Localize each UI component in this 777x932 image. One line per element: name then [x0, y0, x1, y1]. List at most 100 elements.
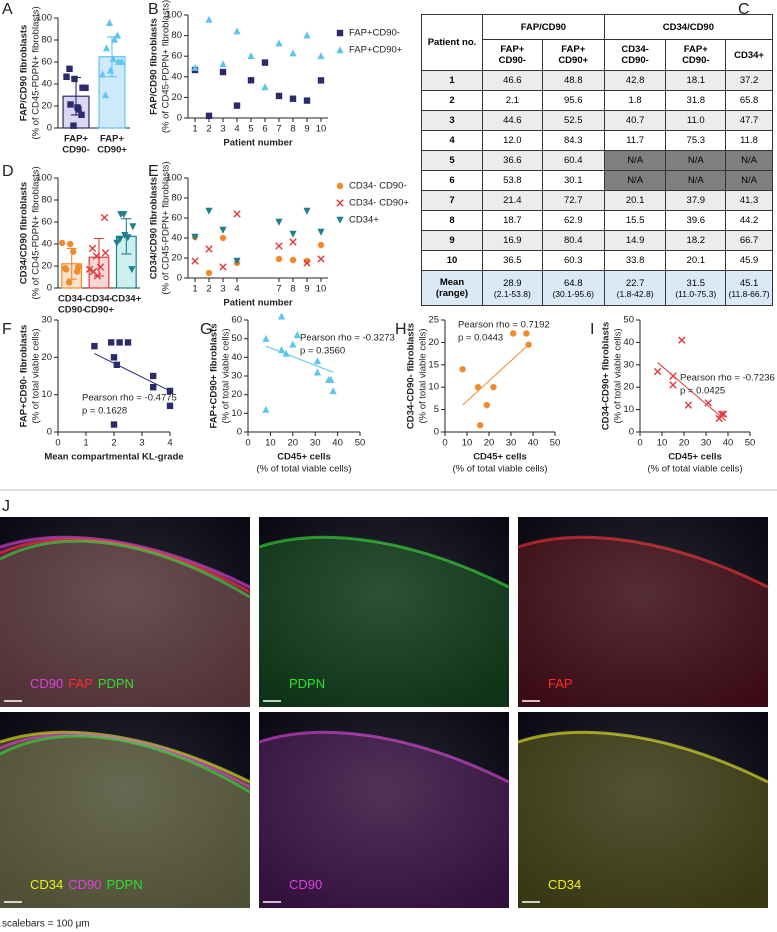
y-axis-label: (% of total viable cells) [221, 328, 232, 423]
glow [518, 712, 768, 908]
table-cell: 60.4 [541, 150, 605, 171]
table-cell: 5 [421, 150, 483, 171]
y-tick-label: 0 [47, 283, 52, 294]
data-point [289, 230, 297, 238]
data-point [219, 68, 227, 76]
table-cell: 2 [421, 90, 483, 111]
regression-line [657, 362, 727, 422]
y-tick-label: 0 [237, 427, 242, 438]
panel-label: G [200, 321, 212, 338]
annotation: p = 0.1628 [82, 406, 127, 417]
table-cell: 46.6 [482, 70, 543, 91]
table-cell: 52.5 [541, 110, 605, 131]
legend-label: CD34- CD90- [349, 181, 407, 192]
table-row: 10 36.5 60.3 33.8 20.1 45.9 [421, 250, 773, 271]
x-tick-label: 0 [55, 438, 60, 449]
data-point [219, 234, 227, 242]
x-tick-label: 3 [139, 438, 144, 449]
table-cell: 37.2 [725, 70, 773, 91]
data-point [289, 340, 297, 348]
data-point [108, 339, 115, 346]
y-tick-label: 0 [47, 427, 52, 438]
table-cell: CD34/CD90 [603, 14, 774, 40]
y-tick-label: 10 [623, 404, 634, 415]
table-cell: 20.1 [603, 190, 667, 211]
data-point [289, 95, 297, 102]
panel-label: F [2, 321, 12, 338]
legend-label: FAP+CD90+ [349, 45, 403, 56]
mean: 64.8 [563, 277, 583, 289]
data-point [669, 381, 677, 389]
data-point [275, 255, 283, 263]
y-tick-label: 60 [41, 217, 52, 228]
table-cell: 64.8 (30.1-95.6) [541, 270, 605, 306]
table-cell: N/A [665, 170, 727, 191]
y-tick-label: 40 [171, 71, 182, 82]
data-point [303, 257, 311, 265]
y-tick-label: 20 [623, 382, 634, 393]
x-axis-label: CD45+ cells [473, 452, 527, 463]
table-row: 8 18.7 62.9 15.5 39.6 44.2 [421, 210, 773, 231]
scalebar-note: scalebars = 100 μm [2, 919, 90, 930]
data-point [89, 267, 98, 276]
y-tick-label: 100 [166, 10, 182, 21]
annotation: p = 0.0443 [458, 333, 503, 344]
table-row: 4 12.0 84.3 11.7 75.3 11.8 [421, 130, 773, 151]
mean-label: Mean [439, 277, 465, 288]
x-tick-label: 9 [304, 124, 309, 135]
annotation: Pearson rho = -0.4775 [82, 393, 177, 404]
data-point [317, 52, 325, 60]
x-tick-label: 40 [528, 438, 539, 449]
x-tick-label: CD34- [58, 294, 85, 305]
x-axis-label: Mean compartmental KL-grade [44, 452, 183, 463]
legend-label: CD34- CD90+ [349, 198, 409, 209]
table-cell: N/A [603, 150, 667, 171]
channel-name: PDPN [107, 877, 143, 892]
x-axis-label: Patient number [223, 298, 292, 309]
y-axis-label: CD34-CD90- fibroblasts [406, 323, 417, 429]
data-point [150, 372, 157, 380]
panel-label: H [395, 321, 407, 338]
annotation: Pearson rho = -0.7236 [680, 373, 775, 384]
data-point [289, 49, 297, 57]
y-tick-label: 20 [41, 261, 52, 272]
y-tick-label: 30 [41, 315, 52, 326]
y-tick-label: 80 [171, 30, 182, 41]
y-tick-label: 30 [623, 359, 634, 370]
channel-name: CD34 [30, 877, 63, 892]
table-cell: 12.0 [482, 130, 543, 151]
x-tick-label: 50 [550, 438, 561, 449]
table-cell: 31.8 [665, 90, 727, 111]
data-point [317, 228, 325, 236]
data-point [121, 232, 129, 239]
data-point [275, 218, 283, 226]
table-cell: 33.8 [603, 250, 667, 271]
data-point [474, 384, 482, 391]
table-cell: FAP+ CD90- [482, 39, 543, 71]
annotation: Pearson rho = -0.3273 [300, 333, 395, 344]
table-row: 1 46.6 48.8 42.8 18.1 37.2 [421, 70, 773, 91]
x-tick-label: 1 [192, 124, 197, 135]
table-cell: FAP/CD90 [482, 14, 605, 40]
x-tick-label: 8 [290, 284, 295, 295]
mean: 28.9 [503, 277, 522, 289]
annotation: Pearson rho = 0.7192 [458, 320, 550, 331]
x-tick-label: 50 [355, 438, 366, 449]
table-cell: 4 [421, 130, 483, 151]
y-tick-label: 20 [428, 337, 439, 348]
y-tick-label: 50 [623, 315, 634, 326]
data-point [65, 279, 73, 286]
x-axis-label: CD45+ cells [277, 452, 331, 463]
table-cell: 47.7 [725, 110, 773, 131]
regression-line [265, 345, 334, 373]
data-point [275, 92, 283, 100]
x-tick-label: 10 [657, 438, 668, 449]
table-row: 3 44.6 52.5 40.7 11.0 47.7 [421, 110, 773, 131]
channel-label: CD90 [289, 877, 322, 892]
x-tick-label: CD90- [58, 305, 85, 316]
mean-label: (range) [435, 288, 469, 299]
data-point [71, 75, 78, 83]
table-cell: 60.3 [541, 250, 605, 271]
x-tick-label: 9 [304, 284, 309, 295]
y-axis-label: FAP+CD90- fibroblasts [19, 325, 30, 428]
